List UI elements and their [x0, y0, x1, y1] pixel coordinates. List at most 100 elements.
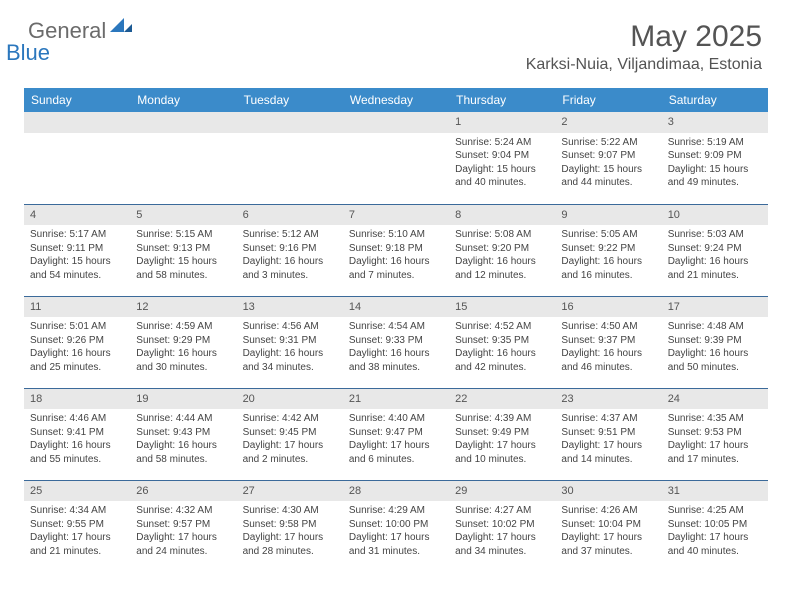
day-body: Sunrise: 5:17 AMSunset: 9:11 PMDaylight:…	[24, 225, 130, 286]
sunrise-text: Sunrise: 5:05 AM	[561, 228, 655, 242]
sunrise-text: Sunrise: 4:40 AM	[349, 412, 443, 426]
daylight-text: Daylight: 16 hours and 7 minutes.	[349, 255, 443, 282]
day-body: Sunrise: 4:37 AMSunset: 9:51 PMDaylight:…	[555, 409, 661, 470]
day-number: 16	[555, 297, 661, 318]
daylight-text: Daylight: 15 hours and 44 minutes.	[561, 163, 655, 190]
calendar-week-row: 18 Sunrise: 4:46 AMSunset: 9:41 PM Dayligh…	[24, 388, 768, 480]
sunrise-text: Sunrise: 5:19 AM	[668, 136, 762, 150]
sunrise-text: Sunrise: 5:10 AM	[349, 228, 443, 242]
sunrise-text: Sunrise: 4:30 AM	[243, 504, 337, 518]
calendar-day-cell: 2Sunrise: 5:22 AMSunset: 9:07 PMDaylight…	[555, 112, 661, 204]
daylight-text: Daylight: 17 hours and 28 minutes.	[243, 531, 337, 558]
day-body: Sunrise: 4:44 AMSunset: 9:43 PMDaylight:…	[130, 409, 236, 470]
day-body: Sunrise: 4:35 AMSunset: 9:53 PMDaylight:…	[662, 409, 768, 470]
day-number: 8	[449, 205, 555, 226]
sunrise-text: Sunrise: 4:26 AM	[561, 504, 655, 518]
calendar-day-cell: 26Sunrise: 4:32 AMSunset: 9:57 PMDayligh…	[130, 480, 236, 572]
sunset-text: Sunset: 9:43 PM	[136, 426, 230, 440]
sunrise-text: Sunrise: 4:27 AM	[455, 504, 549, 518]
sunrise-text: Sunrise: 4:32 AM	[136, 504, 230, 518]
calendar-day-cell: 13Sunrise: 4:56 AMSunset: 9:31 PMDayligh…	[237, 296, 343, 388]
sunset-text: Sunset: 9:26 PM	[30, 334, 124, 348]
calendar-day-cell: 12Sunrise: 4:59 AMSunset: 9:29 PMDayligh…	[130, 296, 236, 388]
sunrise-text: Sunrise: 5:01 AM	[30, 320, 124, 334]
day-body: Sunrise: 4:25 AMSunset: 10:05 PMDaylight…	[662, 501, 768, 562]
sunset-text: Sunset: 9:11 PM	[30, 242, 124, 256]
daylight-text: Daylight: 16 hours and 30 minutes.	[136, 347, 230, 374]
day-number: 31	[662, 481, 768, 502]
day-body: Sunrise: 5:01 AMSunset: 9:26 PMDaylight:…	[24, 317, 130, 378]
calendar-day-cell: 7Sunrise: 5:10 AMSunset: 9:18 PMDaylight…	[343, 204, 449, 296]
daylight-text: Daylight: 17 hours and 34 minutes.	[455, 531, 549, 558]
sunset-text: Sunset: 9:58 PM	[243, 518, 337, 532]
calendar-day-cell: 22Sunrise: 4:39 AMSunset: 9:49 PMDayligh…	[449, 388, 555, 480]
calendar-day-cell	[237, 112, 343, 204]
day-number: 28	[343, 481, 449, 502]
day-number: 19	[130, 389, 236, 410]
sunset-text: Sunset: 9:33 PM	[349, 334, 443, 348]
day-number: 11	[24, 297, 130, 318]
calendar-day-cell: 3Sunrise: 5:19 AMSunset: 9:09 PMDaylight…	[662, 112, 768, 204]
day-number: 2	[555, 112, 661, 133]
calendar-day-cell: 8Sunrise: 5:08 AMSunset: 9:20 PMDaylight…	[449, 204, 555, 296]
sunset-text: Sunset: 9:39 PM	[668, 334, 762, 348]
day-number: 12	[130, 297, 236, 318]
sunset-text: Sunset: 9:53 PM	[668, 426, 762, 440]
sunrise-text: Sunrise: 4:44 AM	[136, 412, 230, 426]
day-body: Sunrise: 5:05 AMSunset: 9:22 PMDaylight:…	[555, 225, 661, 286]
sunrise-text: Sunrise: 5:03 AM	[668, 228, 762, 242]
calendar-day-cell: 29Sunrise: 4:27 AMSunset: 10:02 PMDaylig…	[449, 480, 555, 572]
calendar-day-cell: 5Sunrise: 5:15 AMSunset: 9:13 PMDaylight…	[130, 204, 236, 296]
day-body: Sunrise: 4:59 AMSunset: 9:29 PMDaylight:…	[130, 317, 236, 378]
day-number: 27	[237, 481, 343, 502]
day-number: 4	[24, 205, 130, 226]
day-body: Sunrise: 5:08 AMSunset: 9:20 PMDaylight:…	[449, 225, 555, 286]
sunrise-text: Sunrise: 4:54 AM	[349, 320, 443, 334]
sunrise-text: Sunrise: 4:39 AM	[455, 412, 549, 426]
daylight-text: Daylight: 17 hours and 6 minutes.	[349, 439, 443, 466]
daylight-text: Daylight: 16 hours and 34 minutes.	[243, 347, 337, 374]
calendar-day-cell: 28Sunrise: 4:29 AMSunset: 10:00 PMDaylig…	[343, 480, 449, 572]
calendar-day-cell: 1Sunrise: 5:24 AMSunset: 9:04 PMDaylight…	[449, 112, 555, 204]
day-number: 18	[24, 389, 130, 410]
sunrise-text: Sunrise: 4:46 AM	[30, 412, 124, 426]
day-number: 13	[237, 297, 343, 318]
calendar-table: Sunday Monday Tuesday Wednesday Thursday…	[24, 88, 768, 572]
calendar-day-cell: 30Sunrise: 4:26 AMSunset: 10:04 PMDaylig…	[555, 480, 661, 572]
sunset-text: Sunset: 9:18 PM	[349, 242, 443, 256]
daylight-text: Daylight: 17 hours and 17 minutes.	[668, 439, 762, 466]
weekday-header: Monday	[130, 88, 236, 112]
weekday-header: Saturday	[662, 88, 768, 112]
sunrise-text: Sunrise: 4:25 AM	[668, 504, 762, 518]
sunset-text: Sunset: 10:00 PM	[349, 518, 443, 532]
sunset-text: Sunset: 9:22 PM	[561, 242, 655, 256]
day-body: Sunrise: 5:03 AMSunset: 9:24 PMDaylight:…	[662, 225, 768, 286]
day-body: Sunrise: 4:52 AMSunset: 9:35 PMDaylight:…	[449, 317, 555, 378]
calendar-day-cell	[343, 112, 449, 204]
daylight-text: Daylight: 16 hours and 58 minutes.	[136, 439, 230, 466]
day-body: Sunrise: 4:27 AMSunset: 10:02 PMDaylight…	[449, 501, 555, 562]
calendar-day-cell: 20Sunrise: 4:42 AMSunset: 9:45 PMDayligh…	[237, 388, 343, 480]
day-number: 26	[130, 481, 236, 502]
sunset-text: Sunset: 9:24 PM	[668, 242, 762, 256]
sunset-text: Sunset: 9:07 PM	[561, 149, 655, 163]
calendar-week-row: 4Sunrise: 5:17 AMSunset: 9:11 PMDaylight…	[24, 204, 768, 296]
daylight-text: Daylight: 17 hours and 2 minutes.	[243, 439, 337, 466]
day-number: 25	[24, 481, 130, 502]
day-number: 1	[449, 112, 555, 133]
sunrise-text: Sunrise: 4:52 AM	[455, 320, 549, 334]
day-body: Sunrise: 5:12 AMSunset: 9:16 PMDaylight:…	[237, 225, 343, 286]
daylight-text: Daylight: 16 hours and 42 minutes.	[455, 347, 549, 374]
sunset-text: Sunset: 9:37 PM	[561, 334, 655, 348]
sunset-text: Sunset: 9:41 PM	[30, 426, 124, 440]
sunrise-text: Sunrise: 4:48 AM	[668, 320, 762, 334]
sunrise-text: Sunrise: 4:34 AM	[30, 504, 124, 518]
daylight-text: Daylight: 16 hours and 46 minutes.	[561, 347, 655, 374]
day-body: Sunrise: 4:48 AMSunset: 9:39 PMDaylight:…	[662, 317, 768, 378]
daylight-text: Daylight: 15 hours and 58 minutes.	[136, 255, 230, 282]
calendar-week-row: 11Sunrise: 5:01 AMSunset: 9:26 PMDayligh…	[24, 296, 768, 388]
calendar-week-row: 1Sunrise: 5:24 AMSunset: 9:04 PMDaylight…	[24, 112, 768, 204]
day-number: 5	[130, 205, 236, 226]
day-number: 15	[449, 297, 555, 318]
day-body: Sunrise: 4:40 AMSunset: 9:47 PMDaylight:…	[343, 409, 449, 470]
